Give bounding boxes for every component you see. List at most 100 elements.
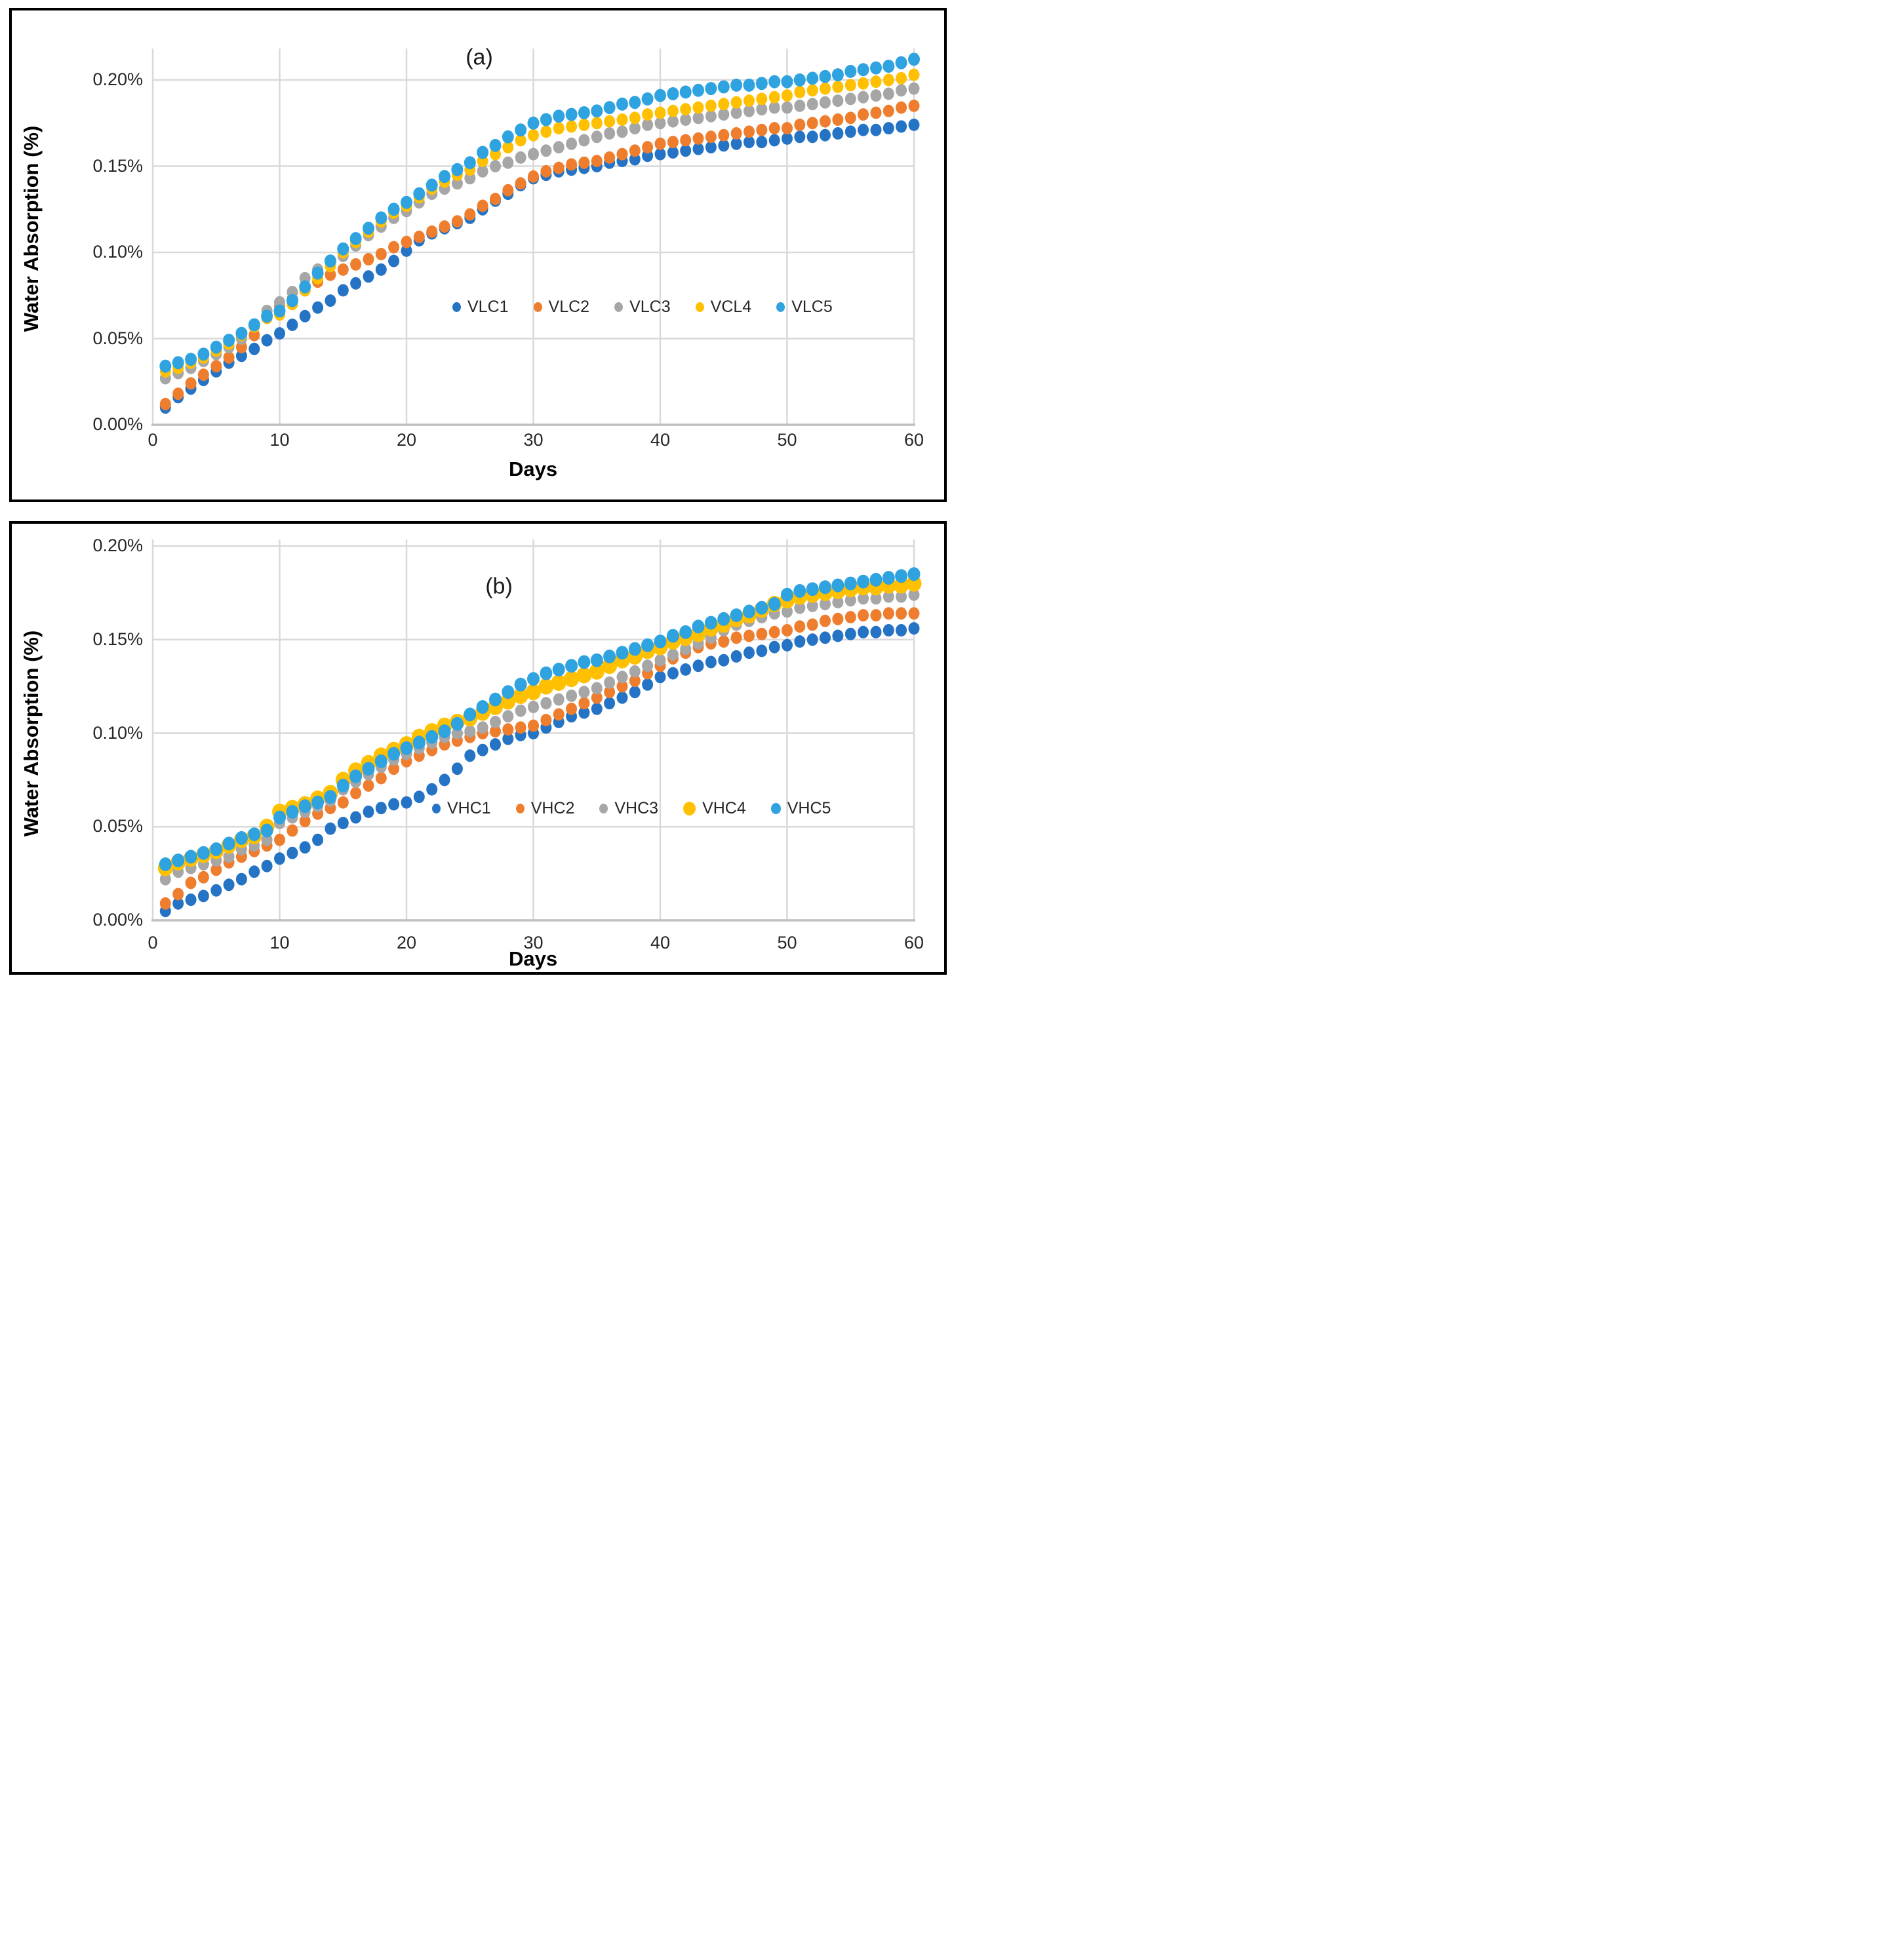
data-point [553, 122, 565, 135]
data-point [185, 893, 197, 907]
data-point [172, 897, 184, 910]
data-point [642, 659, 654, 673]
data-point [528, 128, 539, 142]
data-point [629, 144, 641, 157]
legend-a: VLC1 VLC2 VLC3 VCL4 VLC5 [452, 298, 833, 317]
data-point [362, 762, 375, 776]
data-point [794, 620, 806, 633]
data-point [349, 232, 362, 245]
data-point [857, 63, 869, 77]
data-point [401, 244, 412, 257]
data-point [680, 642, 692, 656]
data-point [768, 134, 780, 147]
data-point [387, 203, 400, 216]
x-tick-label: 0 [148, 933, 158, 952]
data-point [287, 846, 298, 859]
data-point [223, 878, 235, 891]
data-point [883, 60, 895, 73]
y-tick-label: 0.15% [92, 155, 143, 176]
data-point [375, 211, 387, 225]
legend-item-VLC3: VLC3 [614, 298, 671, 317]
data-point [896, 101, 907, 114]
data-point [794, 85, 806, 98]
data-point [768, 122, 780, 135]
data-point [439, 773, 450, 787]
data-point [350, 258, 362, 271]
data-point [490, 193, 501, 205]
data-point [299, 815, 311, 828]
data-point [858, 108, 869, 121]
data-point [680, 144, 692, 157]
data-point [756, 644, 768, 657]
data-point [210, 842, 223, 856]
data-point [756, 136, 768, 149]
data-point [908, 607, 920, 620]
data-point [451, 762, 463, 775]
data-point [794, 601, 806, 614]
data-point [513, 687, 528, 704]
data-point [375, 248, 387, 261]
data-point [515, 177, 526, 190]
data-point [654, 635, 667, 649]
data-point [883, 590, 894, 603]
data-point [717, 612, 730, 626]
data-point [566, 158, 578, 171]
legend-label: VLC2 [548, 298, 590, 316]
panel-label-a: (a) [466, 45, 493, 70]
data-point [197, 846, 210, 860]
data-point [477, 743, 488, 756]
legend-b: VHC1 VHC2 VHC3 VHC4 VHC5 [432, 799, 831, 818]
data-point [526, 684, 541, 701]
series-VHC5 [159, 567, 921, 871]
data-point [235, 872, 247, 886]
data-point [629, 686, 641, 699]
data-point [680, 134, 692, 147]
data-point [349, 769, 363, 783]
data-point [273, 304, 286, 318]
data-point [667, 146, 679, 159]
data-point [578, 686, 590, 699]
data-point [679, 85, 692, 99]
data-point [197, 871, 209, 884]
legend-marker-icon [533, 302, 542, 312]
legend-marker-icon [452, 302, 461, 312]
data-point [464, 208, 476, 221]
data-point [692, 619, 705, 634]
data-point [197, 890, 209, 903]
data-point [806, 633, 818, 646]
data-point [858, 77, 869, 90]
data-point [616, 646, 629, 660]
data-point [654, 88, 666, 102]
data-point [400, 741, 413, 755]
data-point [375, 772, 387, 785]
data-point [502, 732, 514, 745]
data-point [274, 327, 285, 340]
data-point [527, 116, 540, 130]
data-point [248, 318, 260, 332]
figure-page: { "figure": { "background": "#ffffff", "… [0, 0, 952, 979]
data-point [832, 94, 844, 108]
data-point [514, 677, 527, 692]
data-point [629, 675, 641, 688]
data-point [679, 625, 692, 639]
legend-marker-icon [614, 302, 624, 312]
data-point [604, 115, 616, 128]
data-point [896, 120, 907, 133]
data-point [730, 650, 742, 663]
series-VLC2 [159, 99, 920, 410]
data-point [553, 161, 565, 174]
data-point [528, 719, 539, 732]
data-point [820, 631, 831, 644]
x-axis-title-b: Days [508, 947, 558, 970]
data-point [477, 721, 488, 734]
legend-item-VLC2: VLC2 [533, 298, 590, 317]
data-point [882, 571, 895, 585]
data-point [387, 747, 401, 761]
data-point [490, 715, 501, 728]
data-point [832, 612, 844, 625]
data-point [781, 587, 793, 602]
data-point [744, 125, 755, 138]
data-point [591, 155, 603, 168]
data-point [260, 823, 273, 838]
data-point [756, 627, 768, 640]
